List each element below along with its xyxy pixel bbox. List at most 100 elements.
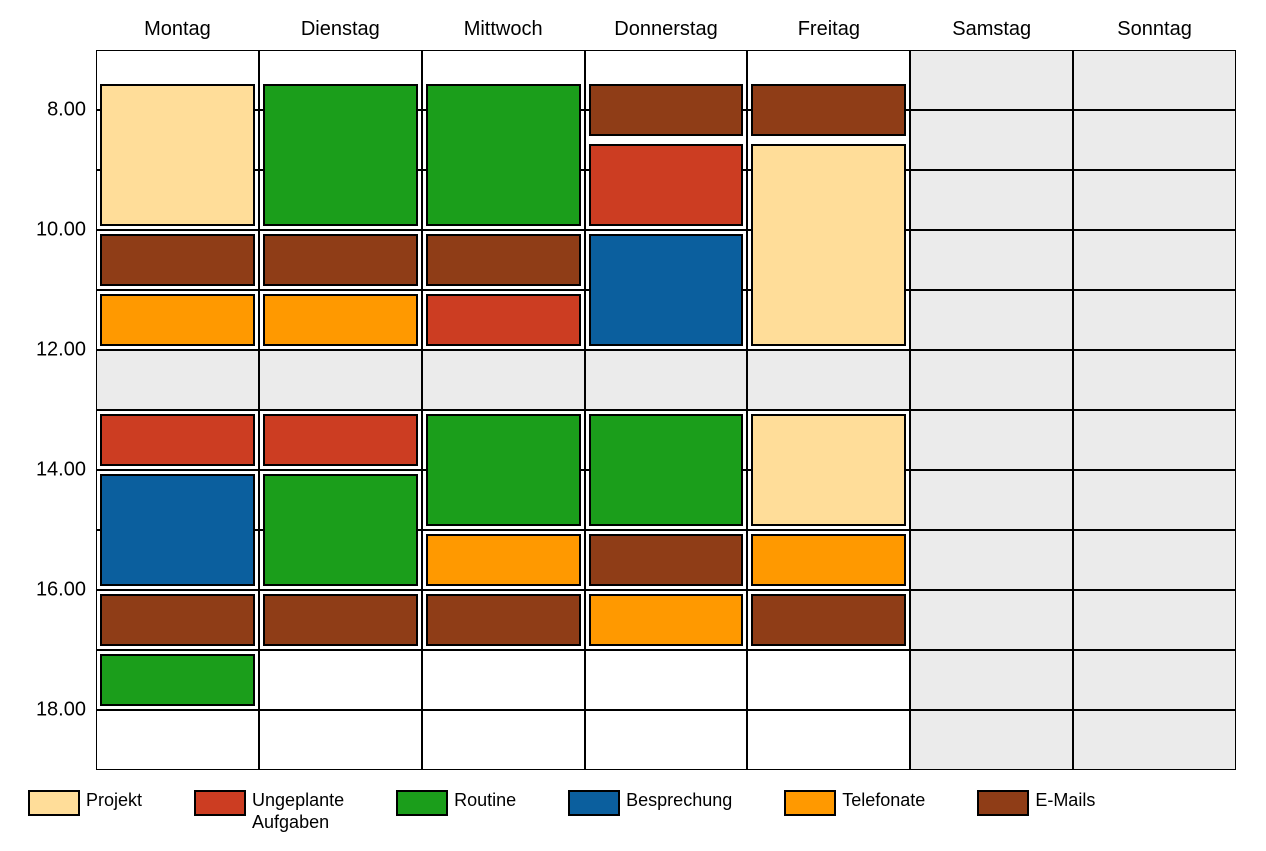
calendar-event-emails: [263, 594, 418, 646]
calendar-event-routine: [263, 474, 418, 586]
grid-cell: [910, 50, 1073, 110]
legend-swatch: [568, 790, 620, 816]
legend: Projekt Ungeplante Aufgaben Routine Besprec…: [28, 790, 1095, 833]
grid-cell: [910, 290, 1073, 350]
calendar-event-besprechung: [589, 234, 744, 346]
calendar-event-emails: [589, 534, 744, 586]
calendar-event-emails: [589, 84, 744, 136]
time-label: 12.00: [36, 339, 86, 362]
day-header: Sonntag: [1117, 18, 1192, 41]
time-label: 14.00: [36, 459, 86, 482]
legend-label: Ungeplante Aufgaben: [252, 790, 344, 833]
grid-cell: [1073, 710, 1236, 770]
calendar-event-telefonate: [426, 534, 581, 586]
calendar-event-telefonate: [751, 534, 906, 586]
day-header: Samstag: [952, 18, 1031, 41]
calendar-event-emails: [100, 234, 255, 286]
legend-label: Telefonate: [842, 790, 925, 812]
grid-cell: [1073, 590, 1236, 650]
legend-label: E-Mails: [1035, 790, 1095, 812]
calendar-event-ungeplante: [426, 294, 581, 346]
calendar-event-routine: [100, 654, 255, 706]
grid-cell: [585, 350, 748, 410]
day-header: Mittwoch: [464, 18, 543, 41]
calendar-event-telefonate: [100, 294, 255, 346]
legend-swatch: [977, 790, 1029, 816]
legend-swatch: [28, 790, 80, 816]
grid-cell: [910, 110, 1073, 170]
grid-cell: [585, 650, 748, 710]
legend-item-besprechung: Besprechung: [568, 790, 732, 816]
calendar-event-ungeplante: [263, 414, 418, 466]
chart-area: Montag Dienstag Mittwoch Donnerstag Freitag S…: [0, 0, 1266, 851]
weekly-calendar-chart: Montag Dienstag Mittwoch Donnerstag Freitag S…: [0, 0, 1266, 851]
day-header: Donnerstag: [614, 18, 717, 41]
grid-cell: [910, 710, 1073, 770]
calendar-event-emails: [100, 594, 255, 646]
calendar-event-ungeplante: [589, 144, 744, 226]
legend-swatch: [194, 790, 246, 816]
legend-label: Routine: [454, 790, 516, 812]
grid-cell: [1073, 350, 1236, 410]
grid-cell: [910, 650, 1073, 710]
legend-label: Besprechung: [626, 790, 732, 812]
calendar-event-emails: [426, 234, 581, 286]
grid-cell: [259, 650, 422, 710]
calendar-event-routine: [589, 414, 744, 526]
day-header: Montag: [144, 18, 211, 41]
grid-cell: [1073, 230, 1236, 290]
calendar-event-routine: [426, 414, 581, 526]
calendar-event-projekt: [751, 414, 906, 526]
grid-cell: [96, 710, 259, 770]
grid-cell: [1073, 110, 1236, 170]
time-label: 8.00: [47, 99, 86, 122]
legend-label: Projekt: [86, 790, 142, 812]
calendar-event-emails: [263, 234, 418, 286]
grid-cell: [1073, 170, 1236, 230]
calendar-event-emails: [751, 84, 906, 136]
grid-cell: [422, 650, 585, 710]
time-label: 16.00: [36, 579, 86, 602]
legend-item-ungeplante: Ungeplante Aufgaben: [194, 790, 344, 833]
grid-cell: [1073, 650, 1236, 710]
calendar-event-besprechung: [100, 474, 255, 586]
legend-swatch: [784, 790, 836, 816]
grid-cell: [747, 650, 910, 710]
grid-cell: [96, 350, 259, 410]
day-header: Dienstag: [301, 18, 380, 41]
calendar-event-emails: [751, 594, 906, 646]
day-header: Freitag: [798, 18, 860, 41]
calendar-event-telefonate: [263, 294, 418, 346]
grid-cell: [910, 410, 1073, 470]
grid-cell: [1073, 50, 1236, 110]
legend-item-emails: E-Mails: [977, 790, 1095, 816]
grid-cell: [910, 170, 1073, 230]
legend-item-routine: Routine: [396, 790, 516, 816]
grid-cell: [259, 350, 422, 410]
legend-item-projekt: Projekt: [28, 790, 142, 816]
calendar-event-projekt: [751, 144, 906, 346]
grid-cell: [747, 350, 910, 410]
time-label: 10.00: [36, 219, 86, 242]
grid-cell: [910, 590, 1073, 650]
legend-swatch: [396, 790, 448, 816]
grid-cell: [910, 470, 1073, 530]
legend-item-telefonate: Telefonate: [784, 790, 925, 816]
calendar-event-telefonate: [589, 594, 744, 646]
grid-cell: [1073, 530, 1236, 590]
grid-cell: [1073, 410, 1236, 470]
grid-cell: [1073, 290, 1236, 350]
time-label: 18.00: [36, 699, 86, 722]
calendar-event-emails: [426, 594, 581, 646]
grid-cell: [259, 710, 422, 770]
calendar-event-routine: [263, 84, 418, 226]
grid-cell: [422, 350, 585, 410]
grid-cell: [910, 230, 1073, 290]
grid-cell: [1073, 470, 1236, 530]
grid-cell: [422, 710, 585, 770]
calendar-event-routine: [426, 84, 581, 226]
calendar-event-projekt: [100, 84, 255, 226]
calendar-event-ungeplante: [100, 414, 255, 466]
grid-cell: [910, 350, 1073, 410]
grid-cell: [585, 710, 748, 770]
